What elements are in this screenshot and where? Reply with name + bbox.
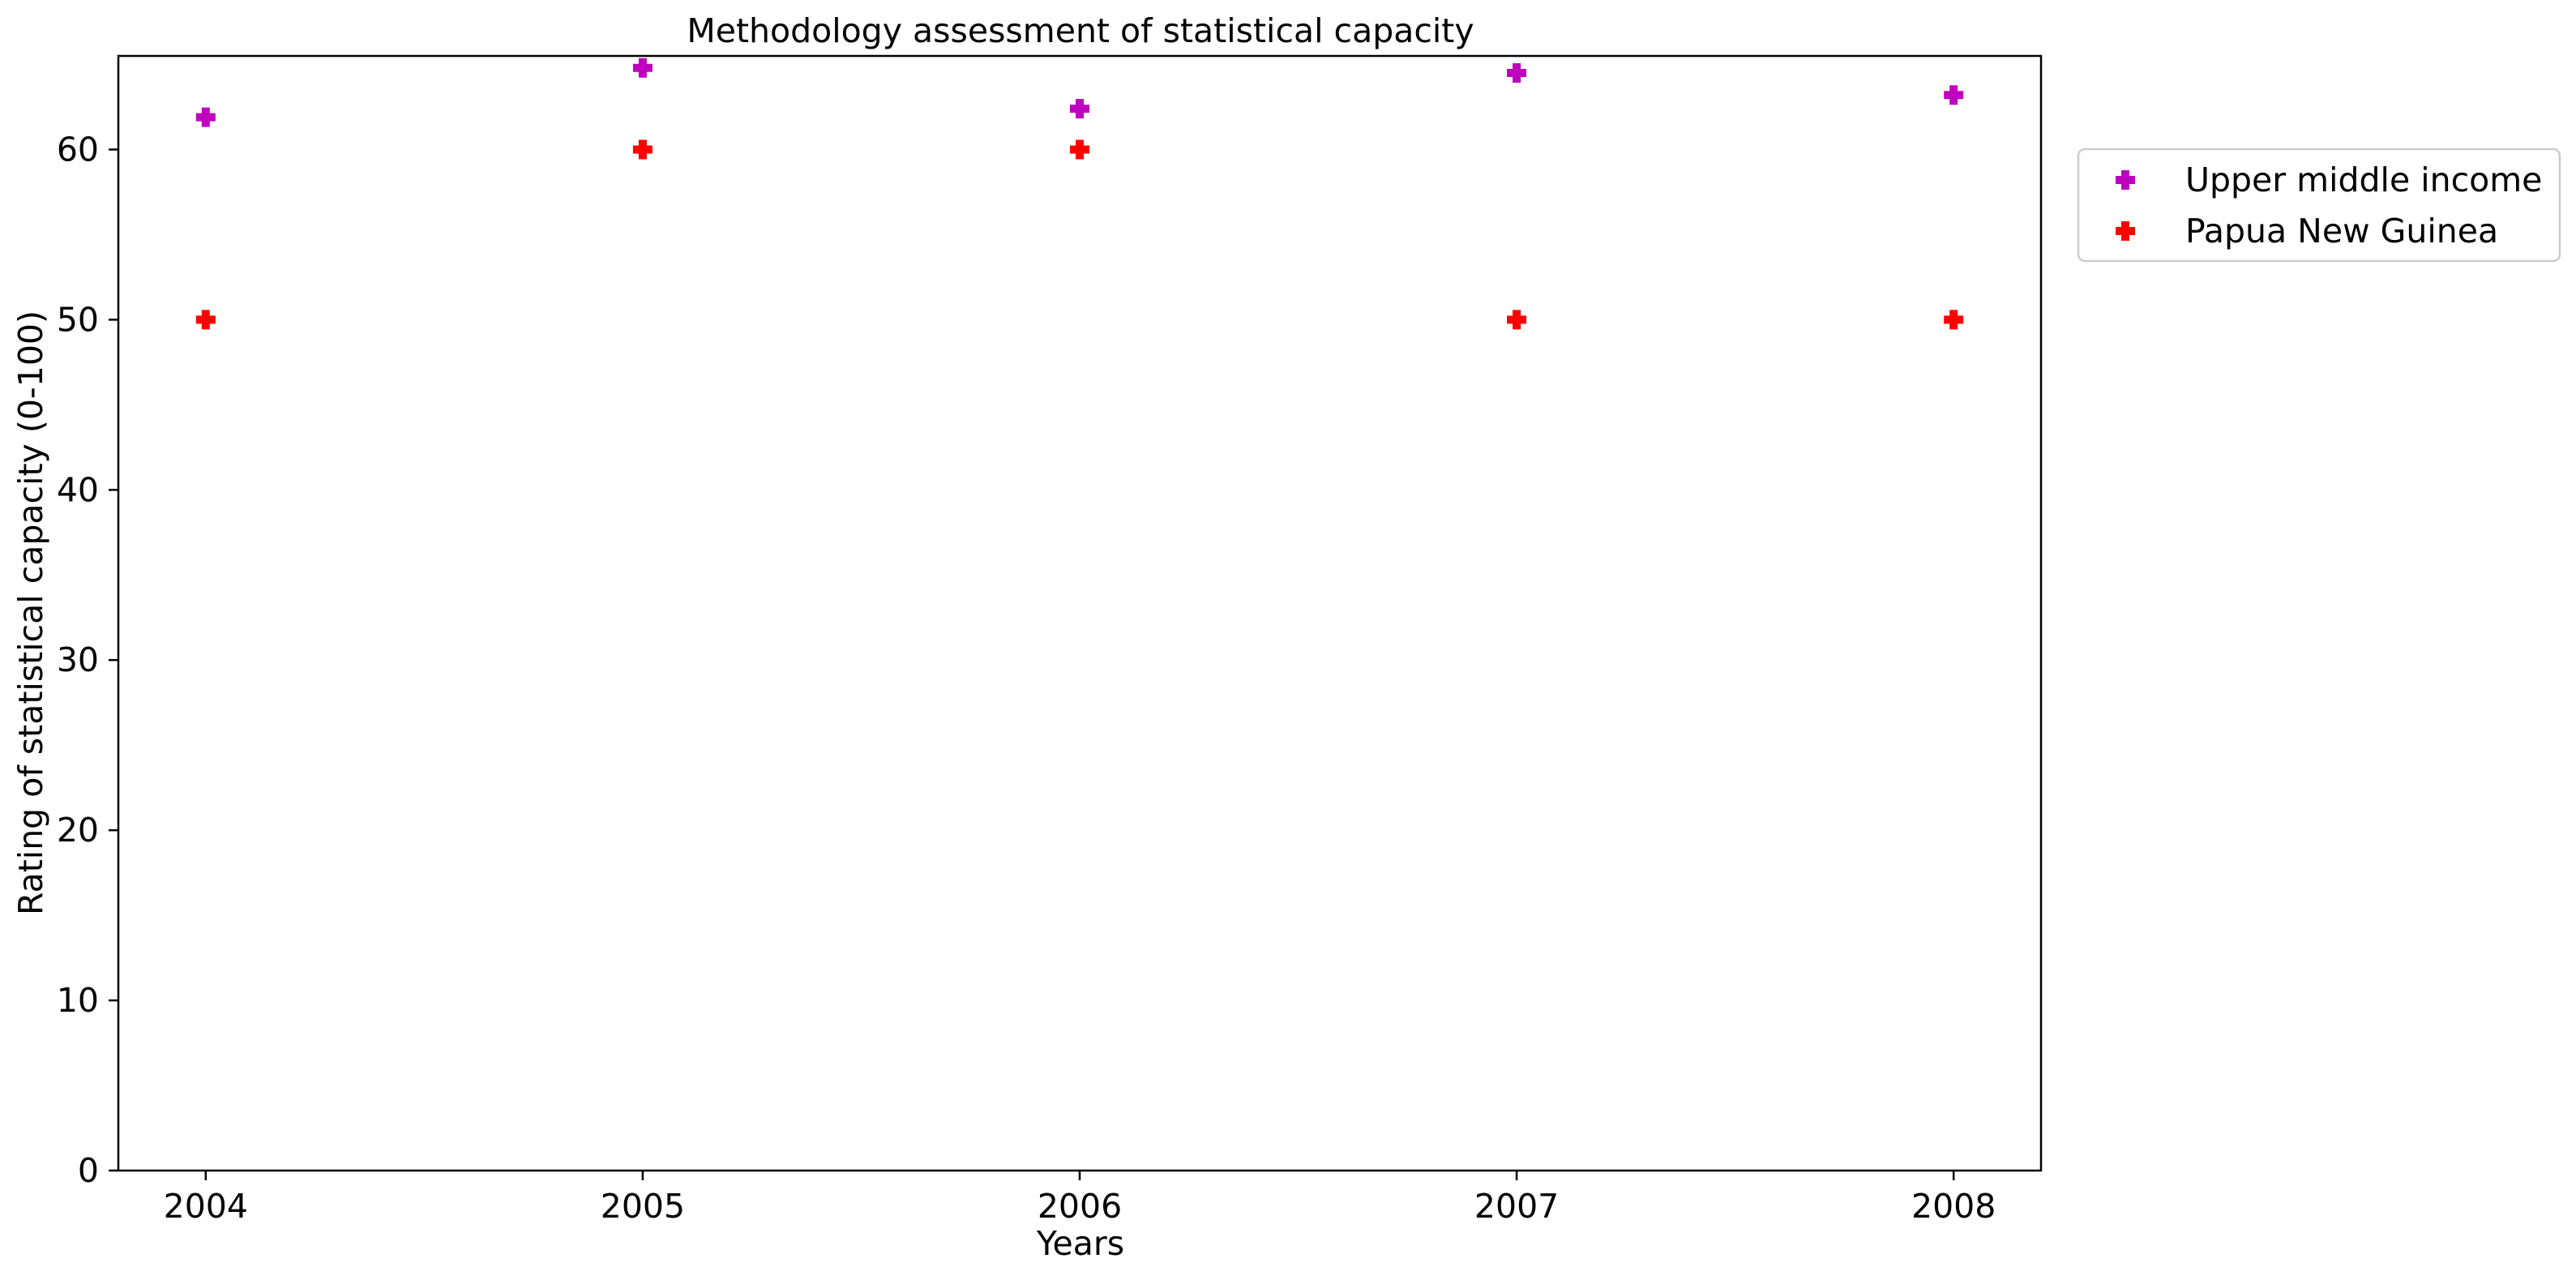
legend-marker [2116,170,2135,190]
data-point [1507,62,1527,83]
legend-label: Papua New Guinea [2185,212,2498,250]
data-point [195,310,216,330]
x-tick-label: 2005 [601,1187,685,1226]
series-group [195,58,1964,127]
data-point [632,58,653,78]
x-axis: 2004 2005 2006 2007 2008 [164,1171,1996,1226]
series-group [195,139,1964,330]
y-tick-label: 20 [57,811,99,850]
plot-area [195,58,1964,330]
x-tick-label: 2006 [1038,1187,1122,1226]
data-point [1507,310,1527,330]
chart-title: Methodology assessment of statistical ca… [687,11,1474,50]
y-tick-label: 60 [57,130,99,169]
y-tick-label: 40 [57,470,99,509]
y-tick-label: 30 [57,640,99,679]
data-point [195,107,216,127]
x-tick-label: 2004 [164,1187,248,1226]
legend-marker [2116,221,2135,241]
x-axis-label: Years [1036,1224,1124,1263]
y-axis-label: Rating of statistical capacity (0-100) [11,310,50,915]
data-point [1070,139,1089,160]
y-tick-label: 0 [78,1151,99,1190]
x-tick-label: 2007 [1474,1187,1559,1226]
y-tick-label: 50 [57,300,99,339]
legend-frame [2077,148,2561,263]
plot-frame [117,54,2043,1172]
data-point [1944,310,1964,330]
data-point [1944,85,1964,105]
y-axis: 0 10 20 30 40 50 60 [57,130,118,1190]
data-point [632,139,653,160]
y-tick-label: 10 [57,981,99,1020]
x-tick-label: 2008 [1911,1187,1996,1226]
legend-label: Upper middle income [2185,161,2542,199]
legend: Upper middle income Papua New Guinea [2077,148,2561,263]
data-point [1070,99,1089,119]
